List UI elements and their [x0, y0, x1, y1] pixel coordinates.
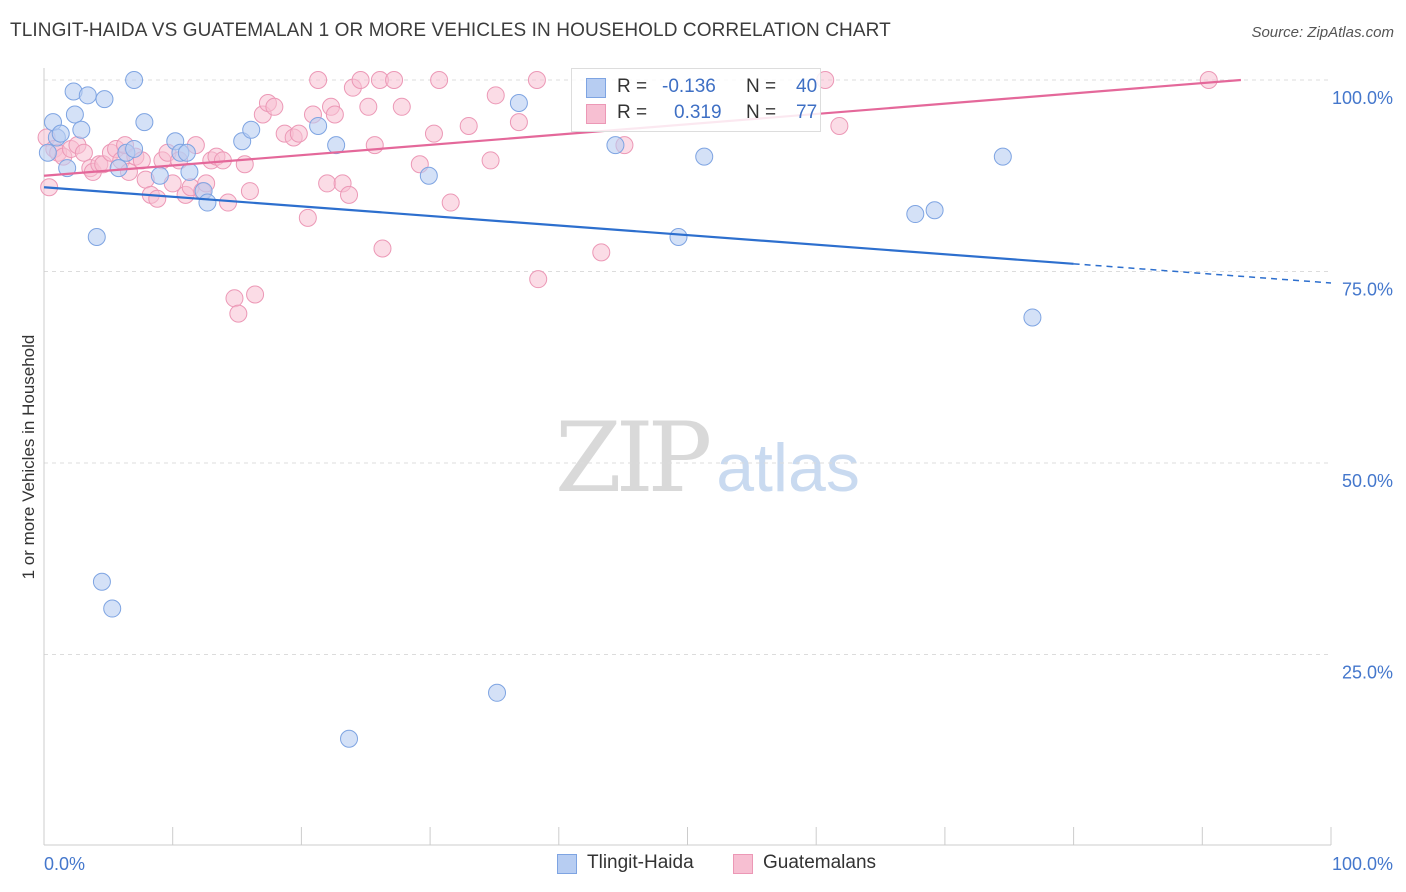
tlingit-haida-trend-extension: [1073, 263, 1332, 284]
guatemalans-point: [219, 193, 238, 212]
guatemalans-point: [373, 239, 392, 258]
tlingit-haida-point: [87, 228, 106, 247]
legend-n-label: N =: [746, 102, 777, 123]
guatemalans-point: [392, 97, 411, 116]
tlingit-haida-point: [695, 147, 714, 166]
tlingit-haida-point: [51, 124, 70, 143]
guatemalans-point: [340, 185, 359, 204]
tlingit-haida-point: [38, 143, 57, 162]
tlingit-haida-point: [103, 599, 122, 618]
guatemalans-point: [385, 71, 404, 89]
guatemalans-point: [74, 143, 93, 162]
tlingit-haida-point: [198, 193, 217, 212]
tlingit-haida-point: [95, 90, 114, 109]
guatemalans-point: [441, 193, 460, 212]
x-tick-label: 0.0%: [44, 854, 85, 874]
tlingit-haida-point: [58, 159, 77, 178]
legend-r-label: R =: [617, 76, 648, 97]
tlingit-haida-point: [72, 120, 91, 139]
guatemalans-point: [527, 71, 546, 89]
tlingit-haida-point: [509, 93, 528, 112]
guatemalans-point: [229, 304, 248, 323]
guatemalans-point: [529, 270, 548, 289]
tlingit-haida-point: [125, 71, 144, 89]
source-label: Source: ZipAtlas.com: [1251, 24, 1394, 41]
tlingit-haida-point: [669, 228, 688, 247]
bottom-legend-label: Tlingit-Haida: [587, 852, 694, 873]
y-tick-label: 50.0%: [1342, 471, 1393, 491]
bottom-legend-swatch-blue: [557, 854, 577, 874]
tlingit-haida-point: [606, 136, 625, 155]
guatemalans-point: [351, 71, 370, 89]
legend-r-value: -0.136: [662, 76, 716, 97]
guatemalans-point: [592, 243, 611, 262]
y-axis-title: 1 or more Vehicles in Household: [19, 334, 38, 580]
tlingit-haida-point: [419, 166, 438, 185]
guatemalans-point: [298, 208, 317, 227]
tlingit-haida-point: [65, 105, 84, 124]
chart-title: TLINGIT-HAIDA VS GUATEMALAN 1 OR MORE VE…: [10, 20, 891, 41]
bottom-legend-swatch-pink: [733, 854, 753, 874]
guatemalans-point: [481, 151, 500, 170]
guatemalans-point: [459, 116, 478, 135]
tlingit-haida-trend-line: [43, 186, 1074, 265]
legend-n-value: 77: [796, 102, 818, 123]
tlingit-haida-point: [488, 683, 507, 702]
stats-legend: R = -0.136 N = 40 R = 0.319 N = 77: [571, 68, 821, 132]
guatemalans-point: [148, 189, 167, 208]
y-tick-label: 25.0%: [1342, 663, 1393, 683]
tick-labels: 25.0% 50.0% 75.0% 100.0% 0.0% 100.0%: [44, 88, 1393, 874]
y-tick-label: 100.0%: [1332, 88, 1393, 108]
legend-n-value: 40: [796, 76, 818, 97]
x-tick-label: 100.0%: [1332, 854, 1393, 874]
tlingit-haida-point: [340, 729, 359, 748]
tlingit-haida-point: [906, 205, 925, 224]
tlingit-haida-points: [38, 71, 1042, 748]
tlingit-haida-point: [78, 86, 97, 105]
guatemalans-point: [265, 97, 284, 116]
guatemalans-point: [318, 174, 337, 193]
tlingit-haida-point: [993, 147, 1012, 166]
guatemalans-point: [289, 124, 308, 143]
tlingit-haida-point: [109, 159, 128, 178]
bottom-legend-label: Guatemalans: [763, 852, 877, 873]
guatemalans-point: [365, 136, 384, 155]
axes: [43, 68, 1332, 846]
guatemalans-point: [1199, 71, 1218, 89]
legend-r-label: R =: [617, 102, 648, 123]
tlingit-haida-point: [925, 201, 944, 220]
tlingit-haida-point: [177, 143, 196, 162]
y-tick-label: 75.0%: [1342, 280, 1393, 300]
guatemalans-point: [309, 71, 328, 89]
legend-r-value: 0.319: [674, 102, 722, 123]
tlingit-haida-point: [135, 113, 154, 132]
guatemalans-point: [225, 289, 244, 308]
tlingit-haida-point: [125, 139, 144, 158]
guatemalans-point: [359, 97, 378, 116]
tlingit-haida-point: [180, 162, 199, 181]
guatemalans-point: [325, 105, 344, 124]
tlingit-haida-point: [242, 120, 261, 139]
guatemalans-point: [830, 116, 849, 135]
tlingit-haida-point: [92, 572, 111, 591]
legend-swatch-blue: [586, 78, 606, 98]
legend-swatch-pink: [586, 104, 606, 124]
tlingit-haida-point: [309, 116, 328, 135]
tlingit-haida-point: [1023, 308, 1042, 327]
guatemalans-point: [424, 124, 443, 143]
guatemalans-point: [240, 182, 259, 201]
tlingit-haida-point: [327, 136, 346, 155]
guatemalans-point: [430, 71, 449, 89]
tlingit-haida-point: [150, 166, 169, 185]
legend-n-label: N =: [746, 76, 777, 97]
guatemalans-point: [246, 285, 265, 304]
guatemalans-point: [509, 113, 528, 132]
guatemalans-point: [486, 86, 505, 105]
